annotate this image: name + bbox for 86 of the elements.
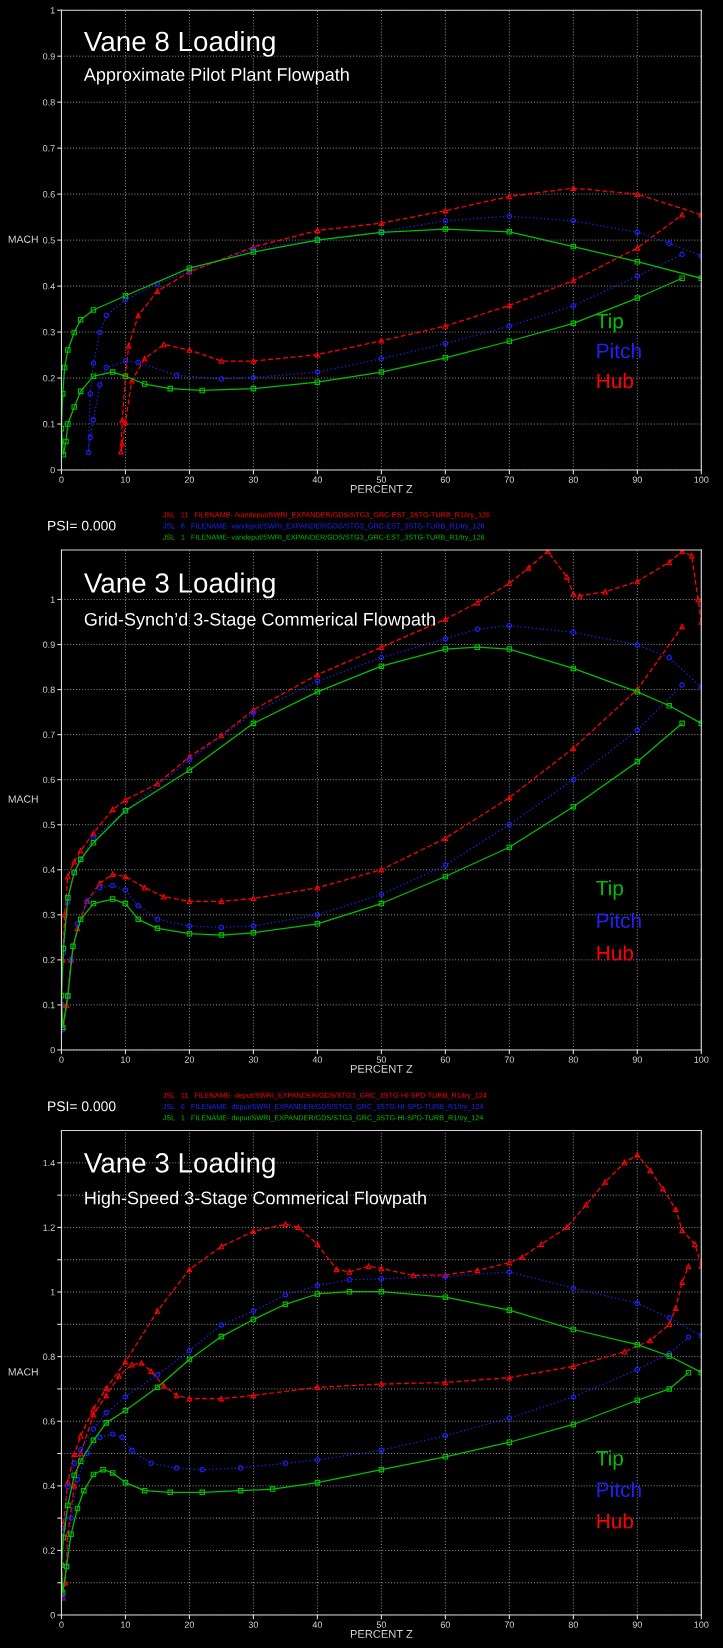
x-axis-title: PERCENT Z: [350, 1630, 413, 1638]
y-tick-label: 0.1: [43, 421, 55, 428]
x-tick-label: 50: [376, 1056, 387, 1063]
y-tick-label: 0.5: [43, 237, 55, 244]
x-tick-label: 30: [248, 1621, 259, 1628]
x-tick-label: 30: [248, 476, 259, 483]
x-axis-title: PERCENT Z: [350, 484, 413, 493]
x-tick-label: 20: [184, 1056, 195, 1063]
x-tick-label: 70: [504, 1621, 515, 1628]
x-tick-label: 100: [694, 476, 709, 483]
y-tick-label: 0.7: [43, 731, 55, 738]
x-tick-label: 20: [184, 1621, 195, 1628]
y-tick-label: 1: [50, 596, 55, 603]
y-tick-label: 1.4: [43, 1159, 55, 1167]
x-tick-label: 80: [568, 1056, 579, 1063]
text: Approximate Pilot Plant Flowpath: [83, 67, 349, 85]
x-tick-label: 90: [632, 476, 642, 483]
x-tick-label: 40: [312, 1621, 323, 1628]
x-tick-label: 0: [59, 1056, 64, 1063]
y-tick-label: 0.4: [43, 1482, 55, 1490]
x-tick-label: 40: [312, 1056, 323, 1063]
y-tick-label: 0.3: [43, 911, 55, 919]
y-tick-label: 0: [50, 1046, 55, 1054]
y-axis-title: MACH: [8, 1368, 38, 1376]
text: Tip: [596, 880, 624, 900]
y-tick-label: 0.4: [43, 866, 55, 874]
y-tick-label: 0.7: [43, 145, 55, 152]
text: PSI= 0.000: [48, 520, 116, 531]
text: Pitch: [597, 343, 641, 359]
x-tick-label: 80: [568, 1621, 579, 1628]
x-tick-label: 60: [440, 1056, 451, 1063]
y-tick-label: 0.2: [43, 1547, 55, 1554]
text: Pitch: [597, 912, 641, 929]
text: High-Speed 3-Stage Commerical Flowpath: [85, 1191, 426, 1208]
text: Pitch: [597, 1481, 641, 1498]
x-tick-label: 90: [632, 1621, 642, 1628]
y-tick-label: 0.6: [43, 191, 55, 198]
x-tick-label: 70: [504, 476, 515, 483]
y-tick-label: 0.8: [43, 1353, 55, 1360]
y-tick-label: 0.8: [43, 686, 55, 693]
y-tick-label: 0.1: [43, 1001, 55, 1009]
x-tick-label: 0: [59, 1621, 64, 1628]
text: Vane 8 Loading: [83, 30, 275, 57]
y-tick-label: 0.4: [43, 283, 55, 290]
y-axis-title: MACH: [8, 235, 38, 243]
y-tick-label: 0: [50, 1612, 55, 1619]
x-tick-label: 80: [568, 476, 579, 483]
y-tick-label: 0.9: [43, 641, 55, 648]
x-tick-label: 20: [184, 476, 195, 483]
x-tick-label: 100: [694, 1621, 709, 1628]
y-tick-label: 0.6: [43, 1418, 55, 1425]
x-tick-label: 60: [440, 1621, 451, 1628]
x-tick-label: 40: [312, 476, 323, 483]
y-tick-label: 0: [50, 466, 55, 474]
x-tick-label: 70: [504, 1056, 515, 1063]
y-tick-label: 1: [50, 7, 55, 14]
y-axis-title: MACH: [8, 795, 38, 803]
y-tick-label: 0.8: [43, 99, 55, 106]
x-tick-label: 50: [376, 1621, 387, 1628]
text: Hub: [597, 1513, 634, 1529]
series-label: Tip: [596, 1450, 624, 1470]
y-tick-label: 0.2: [43, 956, 55, 964]
x-tick-label: 50: [376, 476, 387, 483]
x-axis-title: PERCENT Z: [350, 1064, 413, 1073]
text: Hub: [597, 372, 634, 389]
y-tick-label: 1: [50, 1289, 55, 1296]
x-tick-label: 90: [632, 1056, 642, 1063]
y-tick-label: 0.2: [43, 375, 55, 382]
x-tick-label: 30: [248, 1056, 259, 1063]
text: PSI= 0.000: [48, 1101, 116, 1112]
y-tick-label: 0.9: [43, 53, 55, 60]
y-tick-label: 1.2: [43, 1224, 55, 1231]
text: Grid-Synch’d 3-Stage Commerical Flowpath: [84, 612, 435, 630]
text: Vane 3 Loading: [83, 572, 275, 599]
y-tick-label: 0.6: [43, 776, 55, 784]
y-tick-label: 0.5: [43, 821, 55, 829]
text: Hub: [597, 945, 634, 961]
x-tick-label: 10: [121, 1621, 131, 1628]
text: Vane 3 Loading: [83, 1152, 275, 1179]
series-label: Tip: [596, 313, 624, 333]
x-tick-label: 10: [121, 1056, 131, 1063]
x-tick-label: 100: [694, 1056, 709, 1063]
x-tick-label: 0: [59, 476, 64, 483]
x-tick-label: 10: [121, 476, 131, 483]
x-tick-label: 60: [440, 476, 451, 483]
y-tick-label: 0.3: [43, 329, 55, 336]
